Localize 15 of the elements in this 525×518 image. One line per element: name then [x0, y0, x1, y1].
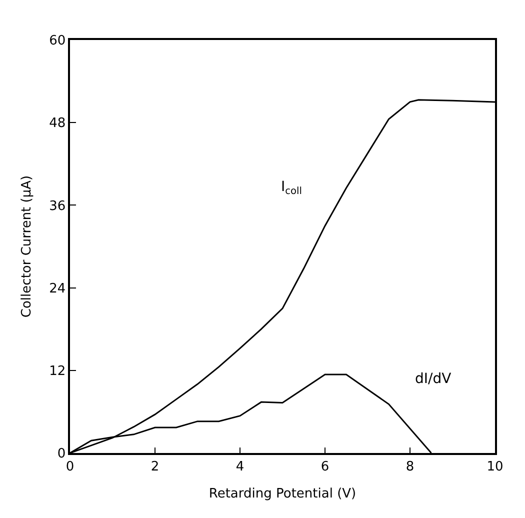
y-tick-label: 12: [49, 364, 66, 379]
text: I$_{coll}$: [281, 179, 302, 197]
y-tick-label: 48: [49, 116, 66, 132]
y-axis-title: Collector Current (μA): [20, 175, 35, 318]
text: dI/dV: [415, 371, 452, 387]
y-tick-label: 60: [49, 34, 66, 49]
x-tick-label: 6: [320, 459, 330, 474]
y-tick-label: 0: [57, 446, 66, 462]
x-tick-label: 2: [150, 459, 160, 474]
x-tick-label: 8: [406, 459, 414, 474]
x-tick-label: 10: [486, 459, 504, 474]
y-tick-label: 36: [49, 198, 66, 214]
x-tick-label: 4: [236, 459, 244, 474]
y-tick-label: 24: [49, 281, 66, 296]
x-axis-title: Retarding Potential (V): [208, 486, 356, 502]
